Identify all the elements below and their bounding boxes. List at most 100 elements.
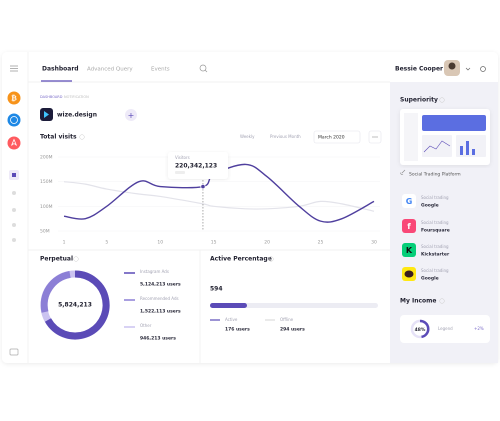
nav-icon[interactable] bbox=[12, 191, 16, 195]
legend-label: Recommended Ads bbox=[140, 296, 179, 301]
date-value: March 2020 bbox=[318, 135, 345, 141]
nav-glyph bbox=[12, 173, 16, 177]
section-title: Total visits bbox=[40, 134, 77, 141]
bitcoin-icon[interactable] bbox=[7, 91, 21, 105]
tooltip-label: Visitors bbox=[175, 155, 190, 160]
app-icon[interactable] bbox=[402, 219, 416, 233]
app-label: Social trading bbox=[421, 268, 449, 273]
globe-icon[interactable] bbox=[7, 113, 21, 127]
app-label: Social trading bbox=[421, 220, 449, 225]
tooltip-value: 220,342,123 bbox=[175, 163, 217, 170]
caret[interactable] bbox=[465, 67, 471, 71]
hover-point bbox=[200, 184, 206, 190]
y-tick-label: 150M bbox=[40, 179, 53, 185]
y-tick-label: 100M bbox=[40, 204, 53, 210]
user-name[interactable]: Bessie Cooper bbox=[395, 66, 443, 73]
preview-card[interactable] bbox=[400, 109, 490, 165]
donut-total: 5,824,213 bbox=[58, 302, 92, 309]
donut-arc bbox=[44, 270, 110, 340]
info-icon[interactable] bbox=[439, 97, 445, 103]
search-icon[interactable] bbox=[199, 64, 207, 72]
x-tick-label: 20 bbox=[264, 240, 270, 246]
panel-link[interactable]: Social Trading Platform bbox=[409, 172, 461, 178]
app-glyph bbox=[404, 270, 414, 278]
legend-label: Offline bbox=[280, 317, 294, 322]
app-window bbox=[2, 52, 498, 363]
legend-label: Instagram Ads bbox=[140, 269, 169, 274]
income-change: +2% bbox=[474, 326, 484, 331]
legend-value: 294 users bbox=[280, 327, 305, 333]
preview-block bbox=[422, 135, 452, 157]
y-tick-label: 200M bbox=[40, 155, 53, 161]
preview-sidebar bbox=[404, 113, 418, 161]
tab[interactable]: Dashboard bbox=[42, 66, 79, 73]
app-glyph: G bbox=[406, 197, 413, 206]
x-tick-label: 25 bbox=[318, 240, 324, 246]
app-icon[interactable] bbox=[402, 243, 416, 257]
donut-arc bbox=[40, 270, 71, 313]
info-icon[interactable] bbox=[268, 256, 274, 262]
y-tick-label: 50M bbox=[40, 229, 50, 235]
tab[interactable]: Advanced Query bbox=[87, 67, 133, 73]
filter[interactable]: Weekly bbox=[240, 134, 255, 139]
tab[interactable]: Events bbox=[151, 67, 170, 73]
info-icon[interactable] bbox=[73, 256, 79, 262]
line-series bbox=[63, 181, 375, 212]
app-glyph: f bbox=[407, 222, 411, 231]
date-picker[interactable] bbox=[313, 130, 361, 144]
section-title: Active Percentage bbox=[210, 256, 272, 263]
filter[interactable]: Previous Month bbox=[270, 134, 301, 139]
preview-bar bbox=[466, 141, 469, 155]
preview-bar bbox=[472, 149, 475, 155]
app-name[interactable]: Google bbox=[421, 276, 439, 282]
nav-icon[interactable] bbox=[12, 223, 16, 227]
airbnb-glyph bbox=[11, 138, 17, 146]
x-tick-label: 30 bbox=[371, 240, 377, 246]
info-icon[interactable] bbox=[439, 298, 445, 304]
globe-glyph bbox=[10, 116, 18, 124]
breadcrumb[interactable]: NOTIFICATION bbox=[64, 95, 89, 99]
airbnb-icon[interactable] bbox=[7, 136, 21, 150]
income-percent: 48% bbox=[415, 327, 426, 333]
legend: Instagram Ads 5,124,213 users Recommende… bbox=[124, 269, 181, 342]
app-label: Social trading bbox=[421, 244, 449, 249]
nav-icon[interactable] bbox=[12, 208, 16, 212]
app-name[interactable]: Google bbox=[421, 203, 439, 209]
panel-title: Superiority bbox=[400, 97, 438, 104]
link-icon bbox=[400, 169, 406, 175]
settings-icon[interactable] bbox=[480, 66, 486, 72]
nav-icon[interactable] bbox=[12, 238, 16, 242]
legend-value: 5,124,213 users bbox=[140, 282, 181, 288]
app-icon[interactable] bbox=[402, 194, 416, 208]
section-title: Perpetual bbox=[40, 256, 73, 263]
legend-value: 176 users bbox=[225, 327, 250, 333]
tooltip: Visitors 220,342,123 bbox=[168, 152, 228, 179]
preview-banner bbox=[422, 115, 486, 131]
legend-label: Other bbox=[140, 323, 152, 328]
add-button[interactable] bbox=[125, 109, 137, 121]
preview-line bbox=[423, 140, 451, 153]
app-label: Social trading bbox=[421, 195, 449, 200]
search-icon bbox=[204, 69, 208, 73]
legend-value: 946,213 users bbox=[140, 336, 176, 342]
panel-title: My Income bbox=[400, 298, 436, 305]
x-tick-label: 10 bbox=[157, 240, 163, 246]
info-icon[interactable] bbox=[79, 134, 85, 140]
brand-name: wize.design bbox=[57, 112, 97, 119]
app-name[interactable]: Kickstarter bbox=[421, 252, 450, 258]
app-glyph: K bbox=[406, 246, 413, 255]
logout-icon[interactable] bbox=[9, 348, 19, 356]
app-list: G Social trading Google f Social trading… bbox=[402, 194, 450, 282]
breadcrumb[interactable]: DASHBOARD bbox=[40, 95, 63, 99]
preview-bar bbox=[460, 146, 463, 155]
preview-block bbox=[456, 135, 486, 157]
x-tick-label: 1 bbox=[63, 240, 66, 246]
progress-track bbox=[210, 303, 378, 308]
app-name[interactable]: Foursquare bbox=[421, 228, 450, 234]
brand-glyph bbox=[44, 111, 49, 118]
bitcoin-glyph: ₿ bbox=[11, 95, 17, 103]
legend-label: Active bbox=[225, 317, 238, 322]
menu-icon[interactable] bbox=[10, 65, 18, 72]
